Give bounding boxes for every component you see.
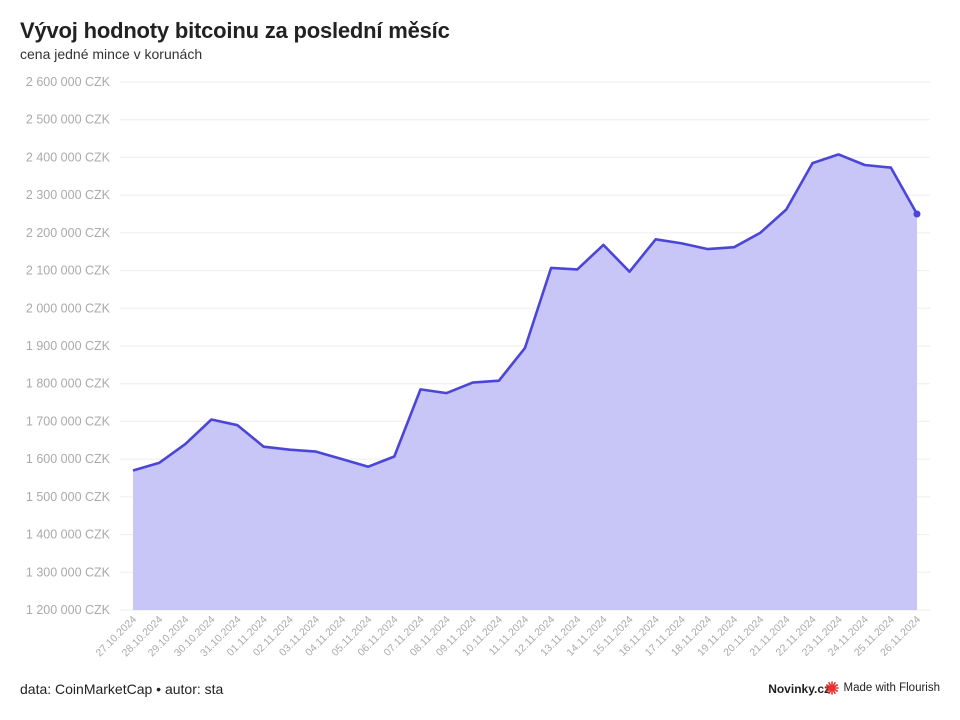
area-fill bbox=[133, 154, 917, 610]
chart-title: Vývoj hodnoty bitcoinu za poslední měsíc bbox=[20, 18, 450, 43]
brand-logo[interactable]: Novinky.cz bbox=[768, 682, 830, 696]
last-point-marker[interactable] bbox=[913, 210, 921, 218]
y-tick-label: 1 200 000 CZK bbox=[26, 603, 111, 617]
y-tick-label: 1 800 000 CZK bbox=[26, 377, 111, 391]
y-tick-label: 1 700 000 CZK bbox=[26, 414, 111, 428]
y-tick-label: 1 400 000 CZK bbox=[26, 528, 111, 542]
made-with-flourish-link[interactable]: Made with Flourish bbox=[825, 681, 940, 695]
y-tick-label: 1 500 000 CZK bbox=[26, 490, 111, 504]
source-credit: data: CoinMarketCap • autor: sta bbox=[20, 681, 224, 697]
y-tick-label: 1 300 000 CZK bbox=[26, 565, 111, 579]
price-line bbox=[132, 153, 919, 472]
y-tick-label: 2 600 000 CZK bbox=[26, 75, 111, 89]
flourish-burst-icon bbox=[825, 681, 840, 695]
y-tick-label: 2 000 000 CZK bbox=[26, 301, 111, 315]
flourish-burst-center bbox=[830, 685, 835, 691]
y-tick-label: 1 900 000 CZK bbox=[26, 339, 111, 353]
y-tick-label: 2 100 000 CZK bbox=[26, 264, 111, 278]
y-tick-label: 2 200 000 CZK bbox=[26, 226, 111, 240]
y-tick-label: 2 400 000 CZK bbox=[26, 150, 111, 164]
y-tick-label: 1 600 000 CZK bbox=[26, 452, 111, 466]
chart-subtitle: cena jedné mince v korunách bbox=[20, 46, 203, 62]
y-tick-label: 2 500 000 CZK bbox=[26, 113, 111, 127]
y-tick-label: 2 300 000 CZK bbox=[26, 188, 111, 202]
made-with-flourish-label: Made with Flourish bbox=[843, 682, 940, 694]
